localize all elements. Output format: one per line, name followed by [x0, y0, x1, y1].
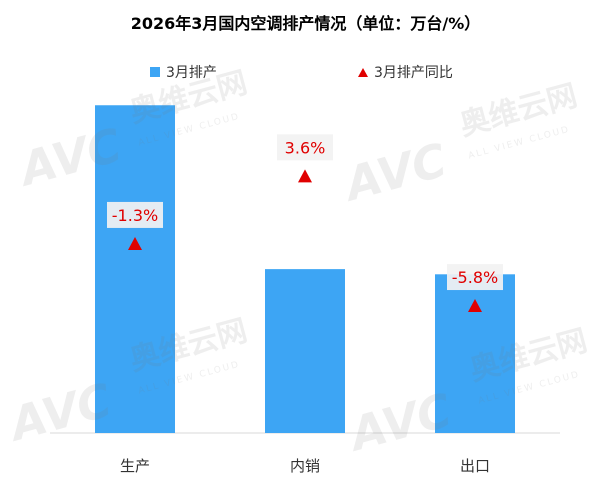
marker-point	[468, 299, 482, 313]
data-label: 3.6%	[285, 138, 326, 157]
data-label: -1.3%	[112, 206, 158, 225]
marker-point	[298, 169, 312, 183]
bar	[95, 105, 175, 433]
data-label: -5.8%	[452, 268, 498, 287]
legend-item-bar: 3月排产	[150, 62, 217, 82]
legend: 3月排产 3月排产同比	[0, 62, 611, 82]
bar	[265, 269, 345, 433]
x-tick-label: 生产	[120, 457, 150, 475]
x-tick-label: 出口	[460, 457, 490, 475]
triangle-marker-icon	[358, 67, 368, 77]
data-label-bg	[107, 201, 163, 228]
data-label-bg	[277, 134, 333, 161]
bar	[435, 274, 515, 433]
data-label-bg	[447, 264, 503, 291]
chart-title: 2026年3月国内空调排产情况（单位：万台/%）	[130, 14, 481, 33]
legend-label-marker: 3月排产同比	[374, 65, 453, 81]
legend-item-marker: 3月排产同比	[358, 62, 453, 82]
legend-label-bar: 3月排产	[166, 65, 217, 81]
bar-swatch-icon	[150, 67, 160, 77]
x-tick-label: 内销	[290, 457, 320, 475]
marker-point	[128, 236, 142, 250]
